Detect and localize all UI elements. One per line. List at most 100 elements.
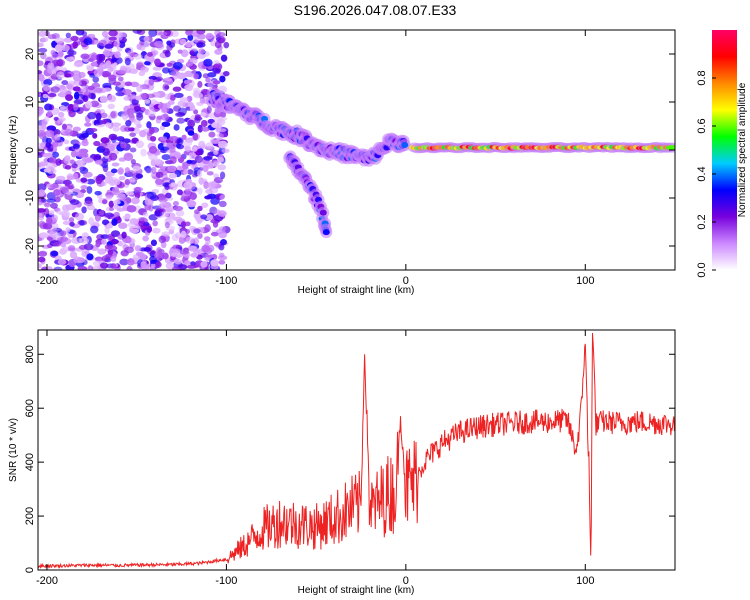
spectrogram-cell — [205, 78, 211, 83]
spectrogram-cell — [187, 34, 194, 41]
spectrogram-cell — [78, 244, 88, 250]
spectrogram-cell — [93, 140, 101, 147]
spectrogram-cell — [198, 177, 204, 185]
spectrogram-cell — [666, 145, 675, 151]
spectrogram-cell — [121, 231, 127, 239]
spectrogram-cell — [148, 126, 155, 135]
spectrogram-cell — [201, 202, 209, 208]
spectrogram-cell — [138, 70, 146, 77]
spectrogram-cell — [160, 201, 167, 206]
spectrogram-cell — [157, 103, 168, 110]
spectrogram-cell — [44, 202, 51, 208]
spectrogram-cell — [140, 148, 147, 157]
spectrogram-cell — [114, 51, 121, 59]
spectrogram-cell — [117, 168, 124, 175]
spectrogram-cell — [205, 142, 214, 149]
spectrogram-cell — [197, 232, 203, 239]
spectrogram-cell — [186, 61, 194, 67]
spectrogram-cell — [181, 134, 187, 141]
spectrogram-cell — [124, 236, 132, 244]
spectrogram-cell — [108, 30, 118, 37]
spectrogram-cell — [79, 237, 89, 244]
snr-background — [38, 330, 675, 570]
spectrogram-cell — [111, 218, 118, 226]
spectrogram-cell — [82, 95, 88, 101]
spectrogram-cell — [161, 67, 170, 74]
spectrogram-cell — [71, 163, 78, 169]
spectrogram-cell — [80, 85, 87, 93]
y-tick-label: -10 — [24, 190, 36, 206]
spectrogram-cell — [50, 86, 60, 93]
spectrogram-cell — [154, 178, 164, 185]
spectrogram-cell — [135, 95, 142, 101]
spectrogram-cell — [94, 213, 101, 222]
spectrogram-cell — [135, 140, 145, 149]
spectrogram-cell — [151, 166, 157, 174]
spectrogram-cell — [118, 41, 126, 48]
spectrogram-cell — [38, 208, 46, 213]
spectrogram-cell — [67, 184, 75, 190]
spectrogram-cell — [66, 50, 77, 56]
spectrogram-cell — [212, 80, 221, 85]
spectrogram-cell — [65, 227, 71, 233]
spectrogram-cell — [110, 230, 121, 237]
spectrogram-cell — [38, 129, 47, 137]
spectrogram-cell — [59, 104, 66, 110]
spectrogram-cell — [154, 40, 164, 48]
spectrogram-cell — [56, 71, 65, 80]
snr-frame — [37, 329, 676, 571]
spectrogram-cell — [94, 86, 104, 95]
spectrogram-cell — [81, 206, 87, 214]
spectrogram-cell — [123, 152, 134, 161]
spectrogram-cell — [150, 263, 157, 268]
spectrogram-cell — [401, 142, 409, 149]
spectrogram-cell — [100, 137, 110, 144]
spectrogram-cell — [104, 43, 114, 49]
spectrogram-cell — [172, 86, 182, 92]
spectrogram-cell — [60, 44, 70, 52]
spectrogram-cell — [46, 147, 54, 152]
spectrogram-cell — [322, 229, 330, 236]
spectrogram-cell — [78, 153, 87, 158]
spectrogram-cell — [38, 73, 45, 82]
spectrogram-cell — [101, 181, 107, 187]
spectrogram-cell — [132, 254, 139, 261]
spectrogram-cell — [104, 212, 115, 218]
y-tick-label: 0 — [24, 567, 36, 573]
spectrogram-cell — [167, 100, 175, 105]
spectrogram-cell — [87, 265, 94, 270]
spectrogram-cell — [220, 54, 228, 62]
spectrogram-cell — [197, 187, 203, 195]
spectrogram-cell — [210, 259, 219, 267]
spectrogram-cell — [73, 61, 84, 68]
spectrogram-cell — [95, 176, 103, 185]
spectrogram-cell — [44, 115, 50, 123]
spectrogram-cell — [124, 81, 133, 87]
spectrogram-xlabel: Height of straight line (km) — [298, 285, 415, 296]
spectrogram-cell — [200, 119, 208, 128]
spectrogram-cell — [52, 151, 60, 158]
spectrogram-cell — [99, 262, 109, 269]
spectrogram-cell — [165, 204, 175, 213]
colorbar-tick-label: 0.0 — [696, 262, 708, 277]
spectrogram-cell — [200, 260, 208, 268]
spectrogram-cell — [146, 51, 153, 57]
spectrogram-cell — [164, 77, 173, 82]
spectrogram-cell — [193, 36, 199, 43]
spectrogram-cell — [86, 253, 94, 261]
snr-ticks: -200 -100 0 100 0 200 400 600 800 — [24, 330, 675, 587]
spectrogram-cell — [214, 49, 223, 55]
spectrogram-cell — [38, 263, 43, 269]
spectrogram-cell — [173, 124, 180, 131]
spectrogram-cell — [109, 206, 115, 212]
spectrogram-cell — [196, 42, 206, 48]
spectrogram-cell — [176, 189, 183, 196]
spectrogram-cell — [213, 150, 219, 155]
spectrogram-cell — [80, 185, 88, 190]
spectrogram-cell — [111, 122, 121, 127]
spectrogram-cell — [165, 216, 172, 224]
spectrogram-cell — [167, 165, 177, 173]
spectrogram-cell — [80, 177, 88, 183]
spectrogram-cell — [218, 128, 227, 133]
